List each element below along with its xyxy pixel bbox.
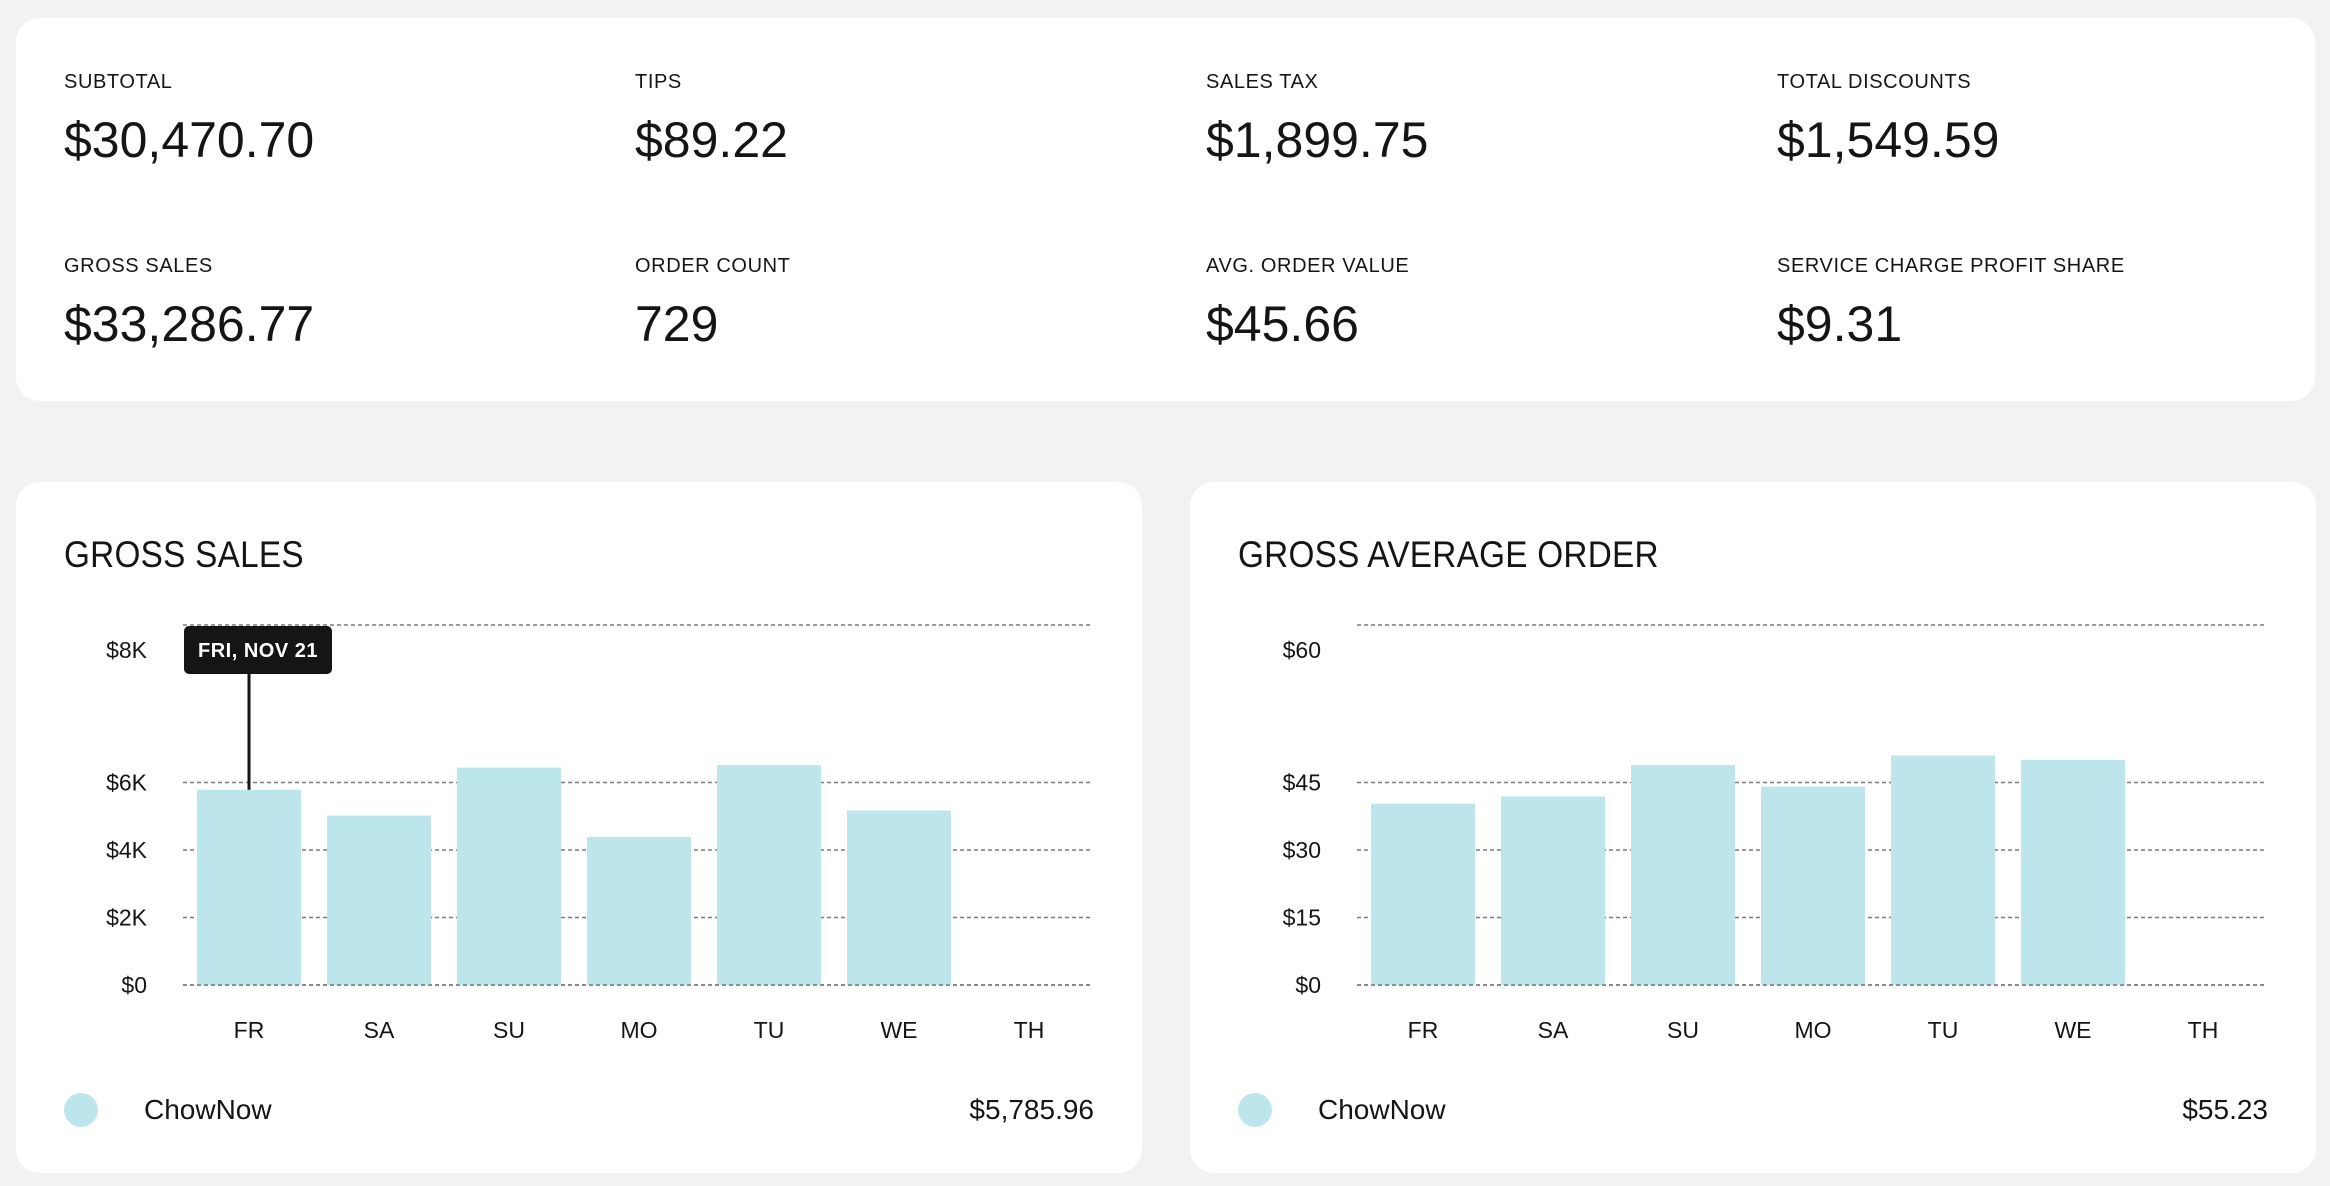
bar-tu <box>1891 755 1995 985</box>
x-tick-label: SA <box>1538 1017 1569 1043</box>
tooltip-background <box>184 626 332 674</box>
stat-value: $1,899.75 <box>1206 112 1429 168</box>
gross-sales-chart-card: GROSS SALES $0 $2K $4K $6K $8K FR SA SU MO TU WE TH… <box>16 482 1142 1173</box>
y-tick-label: $4K <box>106 837 148 863</box>
stat-order-count: ORDER COUNT 729 <box>635 254 1195 352</box>
bar-fr <box>197 789 301 985</box>
y-tick-label: $45 <box>1283 770 1321 796</box>
stat-label: ORDER COUNT <box>635 255 791 277</box>
stat-total-discounts: TOTAL DISCOUNTS $1,549.59 <box>1777 70 2330 168</box>
bar-sa <box>1501 796 1605 985</box>
x-tick-label: WE <box>880 1017 917 1043</box>
bar-we <box>2021 760 2125 985</box>
chart-title: GROSS AVERAGE ORDER <box>1238 534 1659 575</box>
stat-value: $30,470.70 <box>64 112 315 168</box>
x-tick-label: TH <box>2188 1017 2219 1043</box>
stat-value: $9.31 <box>1777 296 1903 352</box>
legend-swatch <box>1238 1093 1272 1127</box>
y-tick-label: $15 <box>1283 905 1321 931</box>
stat-label: SALES TAX <box>1206 71 1319 93</box>
stat-avg-order-value: AVG. ORDER VALUE $45.66 <box>1206 254 1766 352</box>
stat-gross-sales: GROSS SALES $33,286.77 <box>64 254 624 352</box>
gross-sales-bar-chart: $0 $2K $4K $6K $8K FR SA SU MO TU WE TH FRI, NOV 21 <box>106 624 1092 1043</box>
y-tick-label: $0 <box>1295 972 1321 998</box>
stat-tips: TIPS $89.22 <box>635 70 1195 168</box>
date-tooltip: FRI, NOV 21 <box>184 626 332 790</box>
gross-average-order-chart-card: GROSS AVERAGE ORDER $0 $15 $30 $45 $60 FR SA SU… <box>1190 482 2316 1173</box>
y-tick-label: $6K <box>106 770 148 796</box>
stat-label: TIPS <box>635 71 682 93</box>
y-tick-label: $2K <box>106 905 148 931</box>
x-tick-label: MO <box>620 1017 657 1043</box>
x-tick-label: FR <box>1408 1017 1439 1043</box>
legend-swatch <box>64 1093 98 1127</box>
stat-label: AVG. ORDER VALUE <box>1206 255 1410 277</box>
y-tick-label: $0 <box>121 972 147 998</box>
stat-value: $1,549.59 <box>1777 112 2000 168</box>
stat-label: SERVICE CHARGE PROFIT SHARE <box>1777 255 2125 277</box>
x-tick-label: MO <box>1794 1017 1831 1043</box>
tooltip-text: FRI, NOV 21 <box>198 640 318 662</box>
x-tick-label: TU <box>754 1017 785 1043</box>
bar-mo <box>587 836 691 985</box>
legend-series-name: ChowNow <box>1318 1094 1446 1125</box>
stat-sales-tax: SALES TAX $1,899.75 <box>1206 70 1766 168</box>
stat-value: $45.66 <box>1206 296 1359 352</box>
bar-sa <box>327 815 431 985</box>
stat-label: TOTAL DISCOUNTS <box>1777 71 1972 93</box>
chart-title: GROSS SALES <box>64 534 304 575</box>
x-tick-label: TH <box>1014 1017 1045 1043</box>
legend-series-name: ChowNow <box>144 1094 272 1125</box>
y-tick-label: $30 <box>1283 837 1321 863</box>
stat-subtotal: SUBTOTAL $30,470.70 <box>64 70 624 168</box>
bar-mo <box>1761 786 1865 985</box>
stat-value: $33,286.77 <box>64 296 315 352</box>
x-tick-label: TU <box>1928 1017 1959 1043</box>
x-tick-label: WE <box>2054 1017 2091 1043</box>
bar-su <box>457 767 561 985</box>
bar-su <box>1631 764 1735 985</box>
bar-we <box>847 810 951 985</box>
stat-label: GROSS SALES <box>64 255 213 277</box>
y-tick-label: $8K <box>106 637 148 663</box>
y-tick-label: $60 <box>1283 637 1321 663</box>
x-tick-label: FR <box>234 1017 265 1043</box>
legend-series-value: $5,785.96 <box>969 1094 1094 1125</box>
summary-stats-card: SUBTOTAL $30,470.70 TIPS $89.22 SALES TA… <box>16 18 2315 401</box>
stat-value: 729 <box>635 296 719 352</box>
bar-fr <box>1371 803 1475 985</box>
x-tick-label: SU <box>1667 1017 1699 1043</box>
x-tick-label: SU <box>493 1017 525 1043</box>
bar-tu <box>717 764 821 985</box>
gross-average-order-bar-chart: $0 $15 $30 $45 $60 FR SA SU MO TU WE TH <box>1283 624 2266 1043</box>
stat-label: SUBTOTAL <box>64 71 173 93</box>
x-tick-label: SA <box>364 1017 395 1043</box>
stat-service-charge-profit-share: SERVICE CHARGE PROFIT SHARE $9.31 <box>1777 254 2330 352</box>
legend-series-value: $55.23 <box>2182 1094 2268 1125</box>
stat-value: $89.22 <box>635 112 788 168</box>
